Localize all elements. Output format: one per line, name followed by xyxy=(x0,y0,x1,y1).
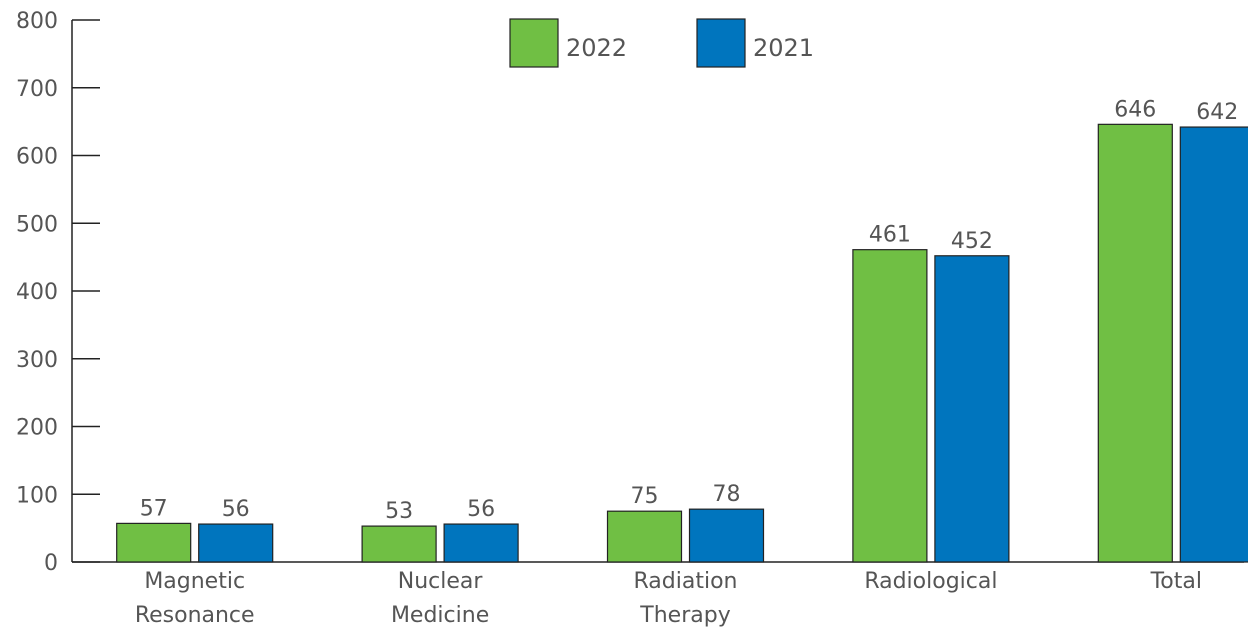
bar-2021 xyxy=(688,508,765,563)
bar-2022 xyxy=(606,510,683,563)
x-tick-label: Radiation xyxy=(634,569,738,594)
x-tick-label: Radiological xyxy=(864,569,997,594)
bars xyxy=(116,123,1248,563)
x-axis: Magnetic Resonance Nuclear Medicine Radiatio… xyxy=(72,561,1244,628)
value-label: 53 xyxy=(385,499,413,524)
y-tick-label: 600 xyxy=(16,145,58,170)
y-tick-label: 100 xyxy=(16,483,58,508)
value-label: 57 xyxy=(140,496,168,521)
x-tick-label: Medicine xyxy=(391,603,489,628)
y-tick-label: 500 xyxy=(16,212,58,237)
value-label: 56 xyxy=(467,497,495,522)
bar-2021 xyxy=(198,523,274,563)
x-tick-label: Therapy xyxy=(639,603,730,628)
value-label: 452 xyxy=(951,229,993,254)
y-tick-label: 300 xyxy=(16,348,58,373)
bar-2022 xyxy=(361,525,437,563)
legend-swatch xyxy=(509,18,559,68)
bar-2021 xyxy=(1179,126,1248,563)
value-label: 642 xyxy=(1196,100,1238,125)
x-tick-label: Total xyxy=(1150,569,1202,594)
value-label: 75 xyxy=(631,484,659,509)
y-tick-label: 0 xyxy=(44,551,58,576)
x-tick-label: Nuclear xyxy=(398,569,484,594)
bar-2021 xyxy=(443,523,519,563)
x-tick-label: Resonance xyxy=(135,603,255,628)
x-tick-label: Magnetic xyxy=(144,569,245,594)
value-label: 78 xyxy=(713,482,741,507)
legend-swatch xyxy=(696,18,746,68)
y-tick-label: 700 xyxy=(16,77,58,102)
bar-2022 xyxy=(1097,123,1173,563)
bar-2022 xyxy=(852,249,928,563)
value-labels: 57 56 53 56 75 78 461 452 646 642 xyxy=(140,97,1239,524)
value-label: 56 xyxy=(222,497,250,522)
legend-label: 2021 xyxy=(753,34,814,62)
bar-2021 xyxy=(934,255,1010,563)
y-axis: 0 100 200 300 400 500 600 700 800 xyxy=(16,9,100,576)
legend: 2022 2021 xyxy=(509,18,814,68)
legend-label: 2022 xyxy=(566,34,627,62)
y-tick-label: 200 xyxy=(16,416,58,441)
y-tick-label: 800 xyxy=(16,9,58,34)
value-label: 461 xyxy=(869,223,911,248)
y-tick-label: 400 xyxy=(16,280,58,305)
value-label: 646 xyxy=(1114,97,1156,122)
bar-2022 xyxy=(116,522,192,563)
